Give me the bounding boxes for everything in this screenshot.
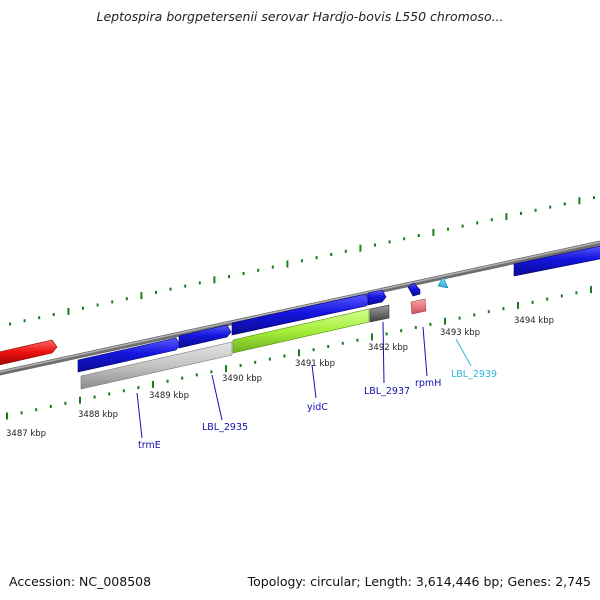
- chromosome-backbone-highlight: [0, 241, 600, 373]
- map-title: Leptospira borgpetersenii serovar Hardjo…: [96, 9, 504, 24]
- accession-text: Accession: NC_008508: [9, 574, 152, 589]
- position-label: 3493 kbp: [440, 328, 480, 338]
- gene-label-LBL_2937[interactable]: LBL_2937: [364, 386, 410, 397]
- gene-LBL_2935-arrow[interactable]: [178, 324, 232, 349]
- gene-red-arrow[interactable]: [0, 339, 58, 366]
- position-label: 3487 kbp: [6, 429, 46, 439]
- cds-yidC[interactable]: [232, 308, 370, 354]
- gene-LBL_2937-arrow[interactable]: [367, 289, 387, 306]
- position-labels: 3487 kbp 3488 kbp 3489 kbp 3490 kbp 3491…: [6, 316, 554, 439]
- gene-leaders: [136, 321, 472, 439]
- position-label: 3488 kbp: [78, 410, 118, 420]
- position-label: 3491 kbp: [295, 359, 335, 369]
- gene-LBL_2939-arrow[interactable]: [437, 276, 449, 289]
- gene-right-arrow[interactable]: [513, 245, 600, 277]
- gene-label-yidC[interactable]: yidC: [307, 402, 328, 413]
- cds-rpmH[interactable]: [410, 298, 427, 315]
- topology-summary: Topology: circular; Length: 3,614,446 bp…: [247, 574, 591, 589]
- position-label: 3489 kbp: [149, 391, 189, 401]
- position-label: 3490 kbp: [222, 374, 262, 384]
- cds-trmE[interactable]: [80, 341, 233, 390]
- gene-labels: trmE LBL_2935 yidC LBL_2937 rpmH LBL_293…: [138, 369, 497, 451]
- gene-label-rpmH[interactable]: rpmH: [415, 378, 441, 389]
- position-label: 3494 kbp: [514, 316, 554, 326]
- gene-label-LBL_2939[interactable]: LBL_2939: [451, 369, 497, 380]
- upper-tick-row: [9, 196, 595, 326]
- gene-rpmH-arrow[interactable]: [407, 282, 421, 297]
- lower-tick-row: [6, 286, 592, 420]
- gene-label-LBL_2935[interactable]: LBL_2935: [202, 422, 248, 433]
- cds-LBL_2937[interactable]: [369, 304, 390, 323]
- gene-label-trmE[interactable]: trmE: [138, 440, 161, 451]
- position-label: 3492 kbp: [368, 343, 408, 353]
- gene-trmE-arrow[interactable]: [77, 337, 181, 373]
